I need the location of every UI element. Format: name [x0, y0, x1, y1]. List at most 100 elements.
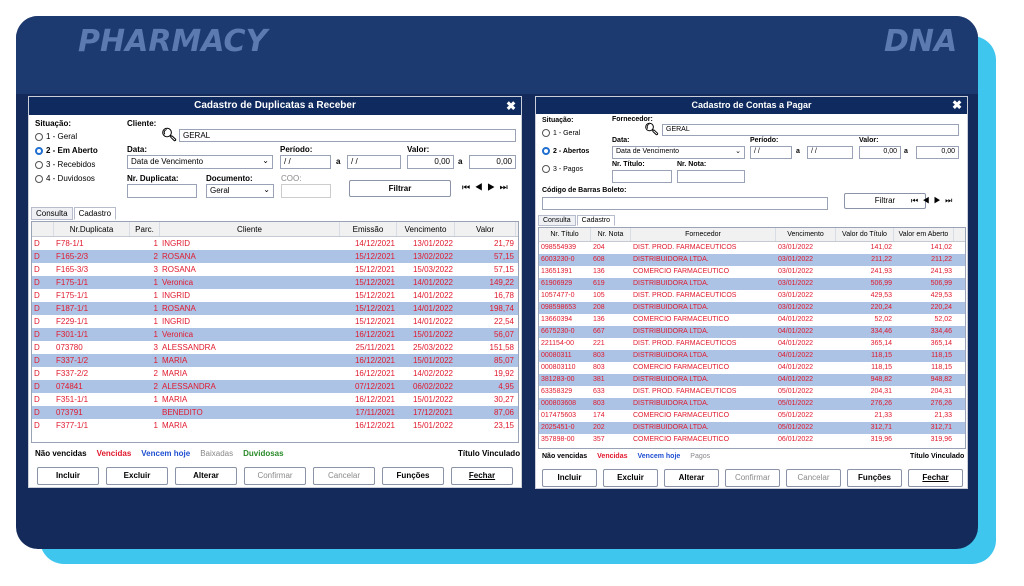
table-cell: 4,95 — [498, 382, 514, 391]
column-header-nr-nota[interactable]: Nr. Nota — [591, 228, 631, 241]
search-icon[interactable]: 🔍︎ — [161, 127, 178, 142]
column-header-valor[interactable]: Valor — [455, 222, 516, 236]
table-cell: 2025451-0 — [541, 424, 575, 431]
table-row[interactable]: D F229-1/1 1 INGRID 15/12/2021 14/01/2022 22,5… — [32, 315, 518, 328]
coo-field[interactable] — [281, 184, 331, 198]
table-row[interactable]: 61906929 619 DISTRIBUIDORA LTDA. 03/01/2022… — [539, 278, 965, 290]
table-row[interactable]: D F337-2/2 2 MARIA 16/12/2021 14/02/2022 19,92 — [32, 367, 518, 380]
nav-arrows[interactable]: ⏮ ◀ ▶ ⏭ — [911, 196, 954, 205]
column-header-emissao[interactable]: Emissão — [340, 222, 397, 236]
column-header-vencimento[interactable]: Vencimento — [397, 222, 455, 236]
table-row[interactable]: D 073780 3 ALESSANDRA 25/11/2021 25/03/2022 15… — [32, 341, 518, 354]
column-header-parc[interactable]: Parc. — [130, 222, 160, 236]
valor-from-field[interactable]: 0,00 — [407, 155, 454, 169]
table-row[interactable]: D F301-1/1 1 Veronica 16/12/2021 15/01/2022 56… — [32, 328, 518, 341]
fechar-button[interactable]: Fechar — [451, 467, 513, 485]
radio-1-geral[interactable]: 1 - Geral — [35, 132, 77, 141]
table-row[interactable]: D F337-1/2 1 MARIA 16/12/2021 15/01/2022 85,07 — [32, 354, 518, 367]
incluir-button[interactable]: Incluir — [542, 469, 597, 487]
confirmar-button[interactable]: Confirmar — [244, 467, 306, 485]
tab-cadastro[interactable]: Cadastro — [576, 215, 616, 226]
data-select[interactable]: Data de Vencimento ⌄ — [612, 146, 745, 159]
table-row[interactable]: 000803110 803 COMERCIO FARMACEUTICO 04/01/2… — [539, 362, 965, 374]
tab-cadastro[interactable]: Cadastro — [73, 207, 117, 220]
excluir-button[interactable]: Excluir — [603, 469, 658, 487]
tab-consulta[interactable]: Consulta — [31, 207, 73, 220]
documento-select[interactable]: Geral ⌄ — [206, 184, 274, 198]
table-row[interactable]: 000803608 803 DISTRIBUIDORA LTDA. 05/01/202… — [539, 398, 965, 410]
close-icon[interactable]: ✖ — [505, 99, 516, 113]
table-row[interactable]: D 074841 2 ALESSANDRA 07/12/2021 06/02/2022 4,… — [32, 380, 518, 393]
column-header-nr-titulo[interactable]: Nr. Título — [539, 228, 591, 241]
table-row[interactable]: 13660394 136 COMERCIO FARMACEUTICO 04/01/20… — [539, 314, 965, 326]
radio-2-em-aberto[interactable]: 2 - Em Aberto — [35, 146, 98, 155]
filtrar-button[interactable]: Filtrar — [349, 180, 451, 197]
table-row[interactable]: D F165-2/3 2 ROSANA 15/12/2021 13/02/2022 57,1… — [32, 250, 518, 263]
table-row[interactable]: D 073791 BENEDITO 17/11/2021 17/12/2021 87,06 — [32, 406, 518, 419]
tab-consulta[interactable]: Consulta — [538, 215, 576, 226]
alterar-button[interactable]: Alterar — [175, 467, 237, 485]
table-row[interactable]: 6675230-0 667 DISTRIBUIDORA LTDA. 04/01/202… — [539, 326, 965, 338]
radio-3-recebidos[interactable]: 3 - Recebidos — [35, 160, 95, 169]
data-select[interactable]: Data de Vencimento ⌄ — [127, 155, 273, 169]
periodo-from-field[interactable]: / / — [750, 146, 792, 159]
duplicatas-grid[interactable]: Nr.Duplicata Parc. Cliente Emissão Venciment… — [31, 221, 519, 443]
valor-to-field[interactable]: 0,00 — [916, 146, 959, 159]
column-header-vencimento[interactable]: Vencimento — [776, 228, 836, 241]
confirmar-button[interactable]: Confirmar — [725, 469, 780, 487]
alterar-button[interactable]: Alterar — [664, 469, 719, 487]
valor-from-field[interactable]: 0,00 — [859, 146, 901, 159]
radio-4-duvidosos[interactable]: 4 - Duvidosos — [35, 174, 95, 183]
close-icon[interactable]: ✖ — [951, 98, 962, 112]
table-row[interactable]: 1057477-0 105 DIST. PROD. FARMACEUTICOS 03/… — [539, 290, 965, 302]
funcoes-button[interactable]: Funções — [382, 467, 444, 485]
periodo-to-field[interactable]: / / — [807, 146, 853, 159]
column-header-valor-em-aberto[interactable]: Valor em Aberto — [894, 228, 954, 241]
periodo-from-field[interactable]: / / — [280, 155, 331, 169]
radio-3-pagos[interactable]: 3 - Pagos — [542, 165, 583, 173]
fechar-button[interactable]: Fechar — [908, 469, 963, 487]
cliente-field[interactable]: GERAL — [179, 129, 516, 142]
table-row[interactable]: 00080311 803 DISTRIBUIDORA LTDA. 04/01/2022… — [539, 350, 965, 362]
filtrar-button[interactable]: Filtrar — [844, 193, 926, 209]
column-header-nr-duplicata[interactable]: Nr.Duplicata — [54, 222, 130, 236]
column-header-fornecedor[interactable]: Fornecedor — [631, 228, 776, 241]
table-row[interactable]: 2025451-0 202 DISTRIBUIDORA LTDA. 05/01/202… — [539, 422, 965, 434]
incluir-button[interactable]: Incluir — [37, 467, 99, 485]
table-row[interactable]: D F78-1/1 1 INGRID 14/12/2021 13/01/2022 21,79 — [32, 237, 518, 250]
nr-titulo-field[interactable] — [612, 170, 672, 183]
table-row[interactable]: D F377-1/1 1 MARIA 16/12/2021 15/01/2022 23,15 — [32, 419, 518, 432]
table-row[interactable]: D F175-1/1 1 Veronica 15/12/2021 14/01/2022 14… — [32, 276, 518, 289]
contas-grid[interactable]: Nr. Título Nr. Nota Fornecedor Vencimento Va… — [538, 227, 966, 449]
nav-arrows[interactable]: ⏮ ◀ ▶ ⏭ — [462, 182, 509, 192]
table-row[interactable]: D F351-1/1 1 MARIA 16/12/2021 15/01/2022 30,27 — [32, 393, 518, 406]
table-row[interactable]: 13651391 136 COMERCIO FARMACEUTICO 03/01/20… — [539, 266, 965, 278]
table-row[interactable]: 63358329 633 DIST. PROD. FARMACEUTICOS 05/0… — [539, 386, 965, 398]
excluir-button[interactable]: Excluir — [106, 467, 168, 485]
table-row[interactable]: 221154-00 221 DIST. PROD. FARMACEUTICOS 04/… — [539, 338, 965, 350]
column-header-cliente[interactable]: Cliente — [160, 222, 340, 236]
table-row[interactable]: 6003230-0 608 DISTRIBUIDORA LTDA. 03/01/202… — [539, 254, 965, 266]
table-row[interactable]: 381283-00 381 DISTRIBUIDORA LTDA. 04/01/202… — [539, 374, 965, 386]
table-row[interactable]: 098598653 208 DISTRIBUIDORA LTDA. 03/01/202… — [539, 302, 965, 314]
search-icon[interactable]: 🔍︎ — [644, 122, 660, 136]
nr-nota-field[interactable] — [677, 170, 745, 183]
table-row[interactable]: 017475603 174 COMERCIO FARMACEUTICO 05/01/2… — [539, 410, 965, 422]
nr-duplicata-field[interactable] — [127, 184, 197, 198]
radio-1-geral[interactable]: 1 - Geral — [542, 129, 580, 137]
radio-2-abertos[interactable]: 2 - Abertos — [542, 147, 589, 155]
cancelar-button[interactable]: Cancelar — [786, 469, 841, 487]
valor-to-field[interactable]: 0,00 — [469, 155, 516, 169]
table-row[interactable]: D F165-3/3 3 ROSANA 15/12/2021 15/03/2022 57,1… — [32, 263, 518, 276]
table-row[interactable]: D F187-1/1 1 ROSANA 15/12/2021 14/01/2022 198,… — [32, 302, 518, 315]
table-row[interactable]: 357898-00 357 COMERCIO FARMACEUTICO 06/01/2… — [539, 434, 965, 446]
funcoes-button[interactable]: Funções — [847, 469, 902, 487]
table-row[interactable]: 098554939 204 DIST. PROD. FARMACEUTICOS 03/… — [539, 242, 965, 254]
barcode-field[interactable] — [542, 197, 828, 210]
column-header-valor-do-titulo[interactable]: Valor do Título — [836, 228, 894, 241]
cancelar-button[interactable]: Cancelar — [313, 467, 375, 485]
column-header-flag[interactable] — [32, 222, 54, 236]
fornecedor-field[interactable]: GERAL — [662, 124, 959, 136]
table-row[interactable]: D F175-1/1 1 INGRID 15/12/2021 14/01/2022 16,7… — [32, 289, 518, 302]
periodo-to-field[interactable]: / / — [347, 155, 401, 169]
